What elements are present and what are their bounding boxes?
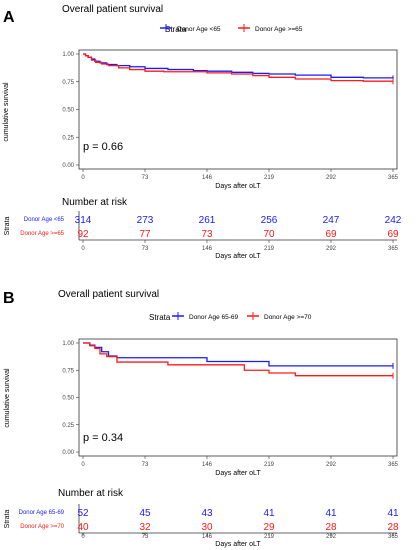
risk-x-axis-label: Days after oLT xyxy=(215,253,261,260)
chart-title: Overall patient survival xyxy=(62,4,163,15)
legend-title: Strata xyxy=(165,25,187,34)
x-tick-label: 73 xyxy=(142,175,149,181)
risk-count: 41 xyxy=(387,508,399,519)
x-tick-label: 365 xyxy=(388,462,399,468)
plot-frame xyxy=(78,338,398,457)
x-tick-label: 0 xyxy=(81,175,85,181)
risk-count: 30 xyxy=(201,522,213,533)
risk-count: 40 xyxy=(77,522,89,533)
risk-x-tick-label: 292 xyxy=(326,534,337,540)
risk-count: 242 xyxy=(385,215,402,226)
risk-x-tick-label: 0 xyxy=(81,534,85,540)
risk-count: 261 xyxy=(199,215,216,226)
y-tick-label: 0.25 xyxy=(62,135,74,141)
x-tick-label: 365 xyxy=(388,175,399,181)
x-axis-label: Days after oLT xyxy=(215,183,261,190)
risk-count: 52 xyxy=(77,508,89,519)
y-axis-label: cumulative survival xyxy=(4,368,11,428)
risk-x-tick-label: 73 xyxy=(142,246,149,252)
y-tick-label: 0.75 xyxy=(62,368,74,374)
risk-count: 32 xyxy=(139,522,151,533)
risk-row-label: Donor Age 65-69 xyxy=(19,510,65,516)
risk-x-tick-label: 73 xyxy=(142,534,149,540)
y-tick-label: 0.00 xyxy=(62,163,74,169)
x-tick-label: 219 xyxy=(264,175,275,181)
legend-label: Donor Age >=65 xyxy=(255,26,303,33)
x-tick-label: 73 xyxy=(142,462,149,468)
y-axis-label: cumulative survival xyxy=(3,82,10,142)
risk-count: 256 xyxy=(261,215,278,226)
y-tick-label: 1.00 xyxy=(62,52,74,58)
y-tick-label: 0.50 xyxy=(62,396,74,402)
risk-count: 247 xyxy=(323,215,340,226)
risk-count: 41 xyxy=(325,508,337,519)
risk-row-label: Donor Age >=70 xyxy=(20,524,64,530)
risk-count: 70 xyxy=(263,229,275,240)
risk-count: 28 xyxy=(325,522,337,533)
risk-x-tick-label: 219 xyxy=(264,246,275,252)
risk-x-tick-label: 365 xyxy=(388,246,399,252)
x-tick-label: 146 xyxy=(202,462,213,468)
risk-x-tick-label: 292 xyxy=(326,246,337,252)
risk-x-tick-label: 365 xyxy=(388,534,399,540)
risk-count: 77 xyxy=(139,229,151,240)
x-axis-label: Days after oLT xyxy=(215,470,261,477)
risk-row-label: Donor Age <65 xyxy=(24,217,65,223)
survival-curve-red xyxy=(83,342,393,377)
legend-label: Donor Age <65 xyxy=(177,26,221,33)
survival-curve-red xyxy=(83,53,393,82)
y-tick-label: 1.00 xyxy=(62,341,74,347)
risk-x-axis-label: Days after oLT xyxy=(215,541,261,548)
x-tick-label: 292 xyxy=(326,462,337,468)
risk-count: 28 xyxy=(387,522,399,533)
p-value: p = 0.34 xyxy=(83,432,123,444)
risk-count: 29 xyxy=(263,522,275,533)
risk-count: 92 xyxy=(77,229,89,240)
legend-label: Donor Age 65-69 xyxy=(189,314,239,321)
legend-label: Donor Age >=70 xyxy=(264,314,312,321)
risk-table-title: Number at risk xyxy=(62,197,128,208)
x-tick-label: 146 xyxy=(202,175,213,181)
risk-count: 69 xyxy=(325,229,337,240)
panel-letter: B xyxy=(3,290,15,307)
risk-count: 273 xyxy=(137,215,154,226)
survival-curve-blue xyxy=(83,53,394,79)
risk-count: 314 xyxy=(75,215,92,226)
risk-count: 43 xyxy=(201,508,213,519)
y-tick-label: 0.50 xyxy=(62,108,74,114)
p-value: p = 0.66 xyxy=(83,141,123,153)
y-tick-label: 0.25 xyxy=(62,423,74,429)
y-tick-label: 0.00 xyxy=(62,450,74,456)
risk-strata-label: Strata xyxy=(4,217,11,236)
x-tick-label: 292 xyxy=(326,175,337,181)
risk-table-title: Number at risk xyxy=(58,488,124,499)
x-tick-label: 219 xyxy=(264,462,275,468)
risk-strata-label: Strata xyxy=(4,510,11,529)
chart-title: Overall patient survival xyxy=(58,289,159,300)
panel-letter: A xyxy=(3,9,15,26)
y-tick-label: 0.75 xyxy=(62,80,74,86)
risk-count: 41 xyxy=(263,508,275,519)
risk-count: 73 xyxy=(201,229,213,240)
legend-title: Strata xyxy=(149,313,171,322)
x-tick-label: 0 xyxy=(81,462,85,468)
risk-count: 69 xyxy=(387,229,399,240)
risk-x-tick-label: 146 xyxy=(202,246,213,252)
risk-x-tick-label: 219 xyxy=(264,534,275,540)
risk-x-tick-label: 146 xyxy=(202,534,213,540)
risk-row-label: Donor Age >=65 xyxy=(20,231,64,237)
risk-count: 45 xyxy=(139,508,151,519)
risk-x-tick-label: 0 xyxy=(81,246,85,252)
